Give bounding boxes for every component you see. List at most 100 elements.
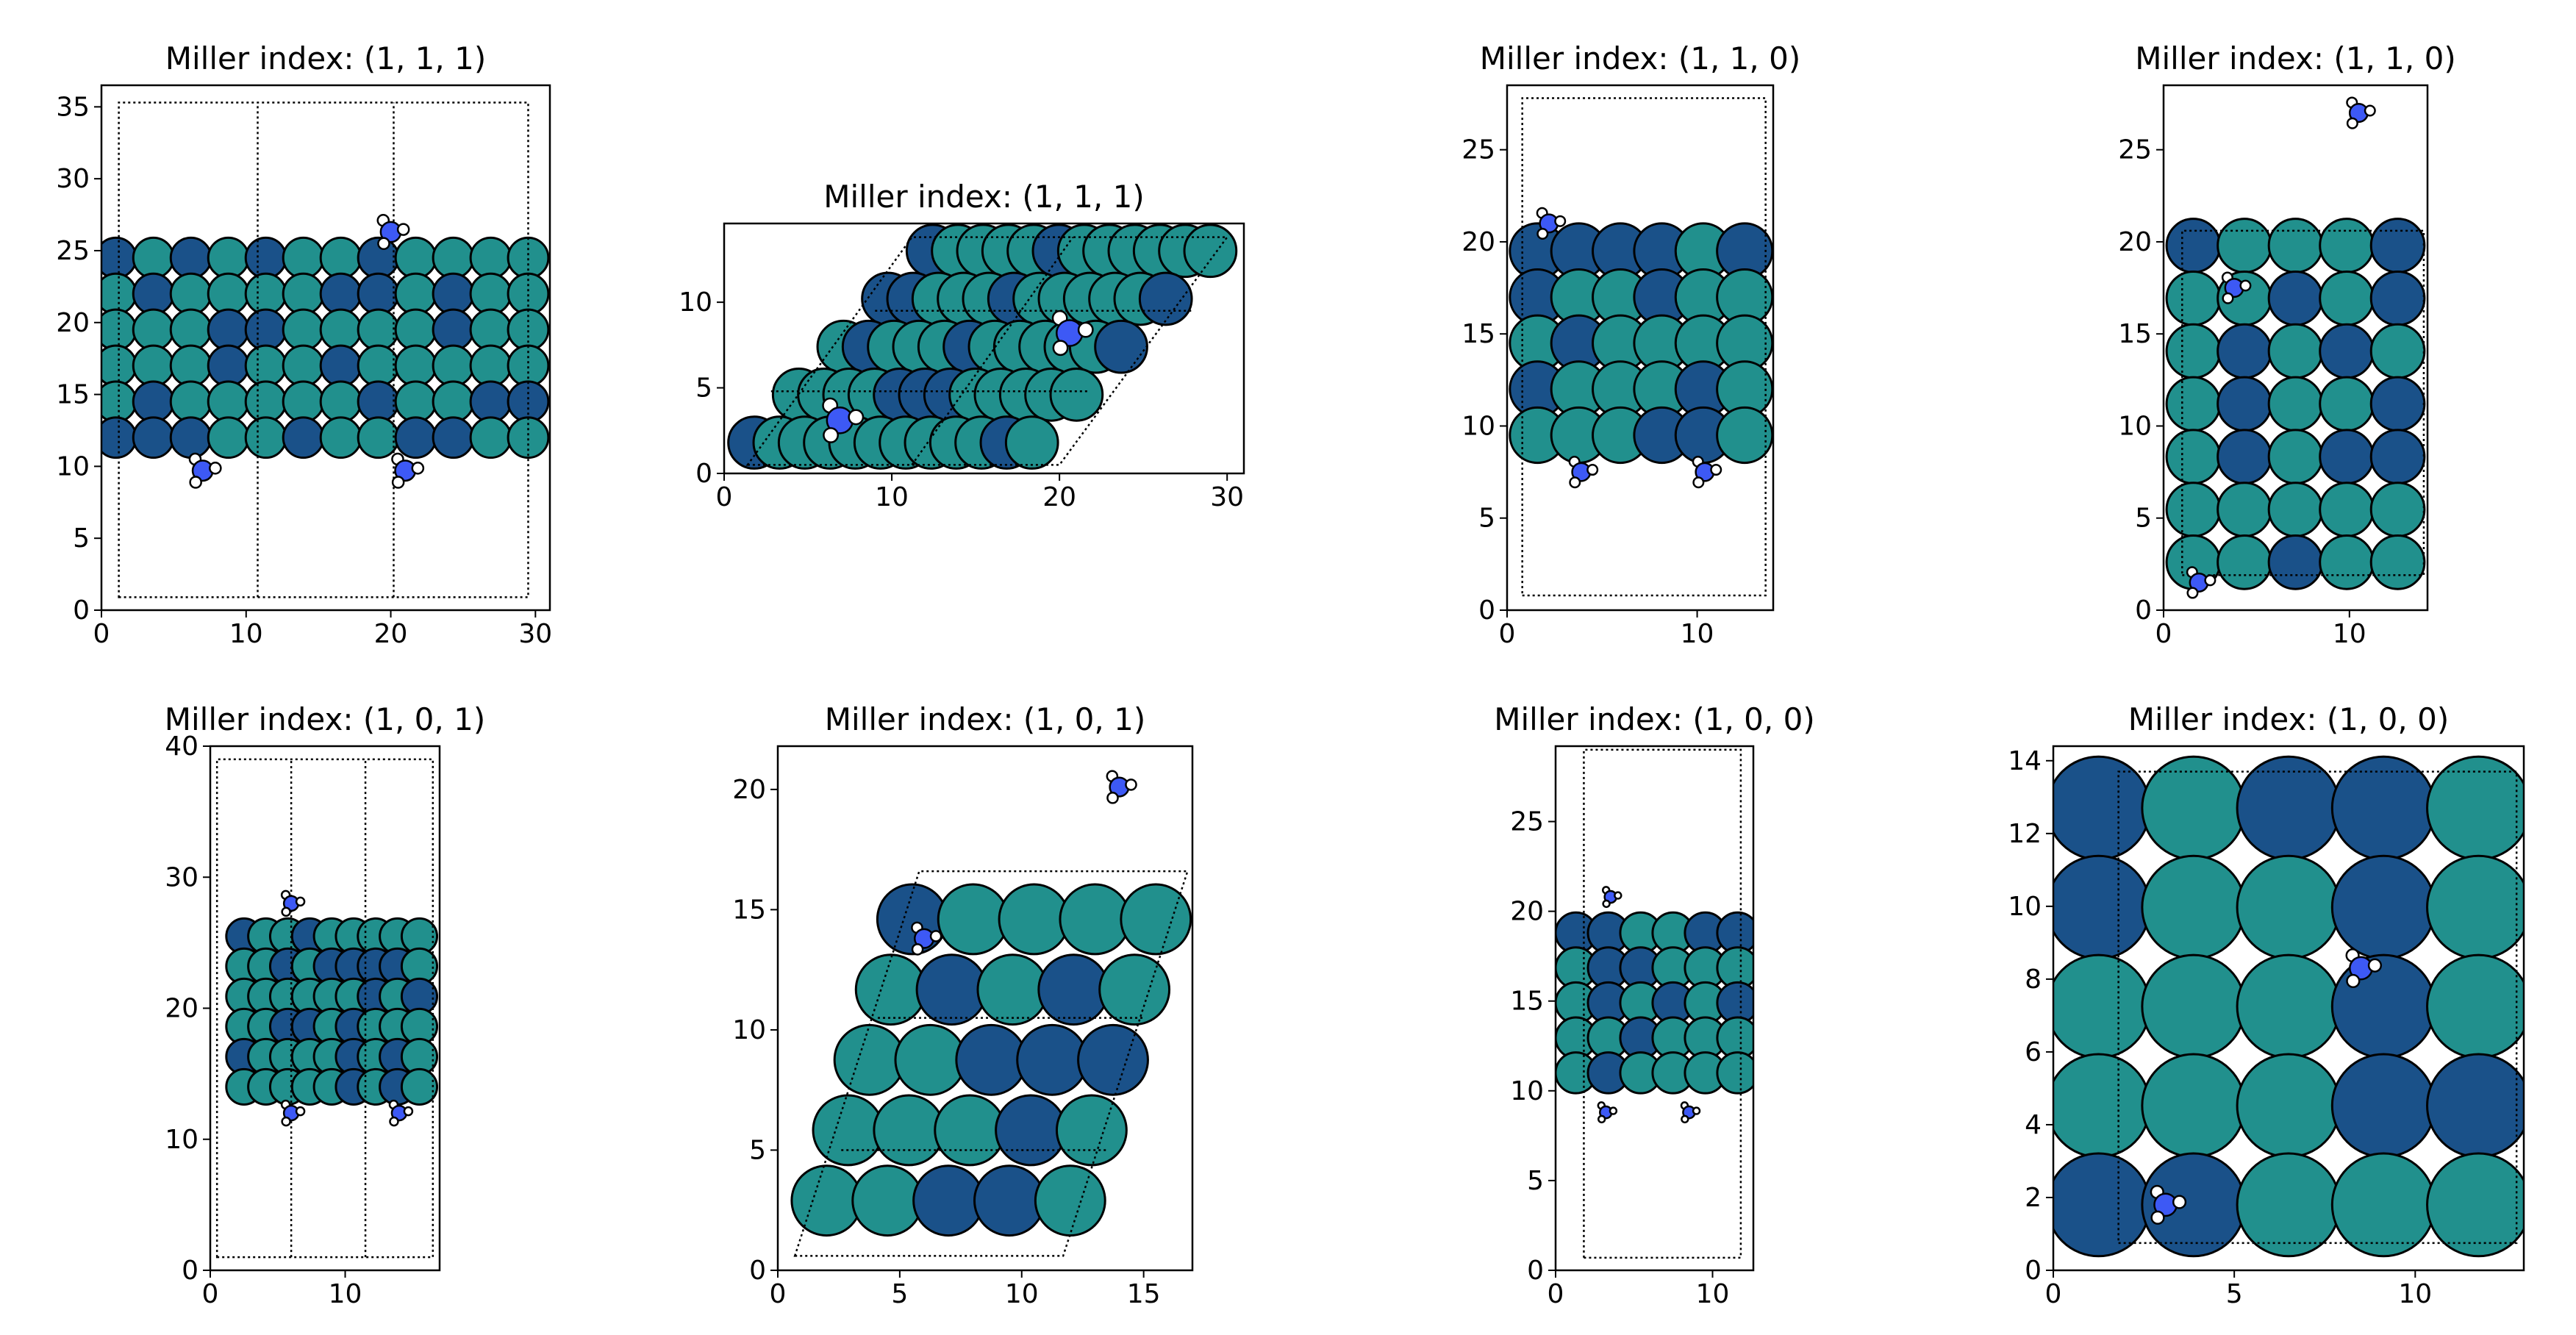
y-tick-label: 5: [73, 523, 90, 554]
nh3-adsorbate: [391, 452, 425, 489]
metal-atom-dark: [2369, 270, 2426, 326]
metal-atom-teal: [1716, 406, 1773, 465]
y-tick-label: 10: [2118, 411, 2152, 441]
unit-cell-outline: [118, 101, 529, 598]
unit-cell-outline: [745, 236, 1229, 466]
metal-atom-teal: [394, 308, 437, 351]
panel-title: Miller index: (1, 1, 1): [165, 40, 486, 76]
metal-atom-teal: [469, 416, 512, 459]
nh3-adsorbate: [280, 1099, 306, 1127]
hydrogen-atom: [189, 476, 202, 489]
metal-atom-teal: [244, 380, 287, 423]
metal-atom-teal: [851, 1164, 924, 1237]
metal-atom-teal: [357, 416, 400, 459]
metal-atom-teal: [2217, 534, 2272, 590]
y-tick-label: 0: [695, 459, 712, 489]
metal-atom-teal: [2426, 1152, 2524, 1258]
nh3-adsorbate: [1106, 770, 1137, 804]
metal-atom-teal: [2217, 482, 2272, 537]
hydrogen-atom: [1125, 779, 1137, 791]
hydrogen-atom: [209, 462, 222, 475]
hydrogen-atom: [411, 462, 425, 475]
y-tick-label: 0: [182, 1256, 198, 1286]
axes-frame: [723, 222, 1245, 475]
metal-atom-teal: [2426, 953, 2524, 1059]
hydrogen-atom: [1052, 340, 1069, 357]
metal-atom-teal: [2267, 323, 2324, 379]
metal-atom-teal: [319, 236, 362, 279]
hydrogen-atom: [1569, 476, 1581, 489]
plot-area: [790, 770, 1192, 1257]
metal-atom-dark: [132, 272, 175, 315]
axes-frame: [1554, 745, 1755, 1272]
hydrogen-atom: [1692, 1106, 1701, 1115]
hydrogen-atom: [1614, 891, 1622, 900]
metal-atom-teal: [854, 953, 927, 1026]
y-tick-label: 5: [749, 1135, 766, 1165]
metal-atom-teal: [1034, 1164, 1106, 1237]
y-tick-label: 15: [1510, 987, 1544, 1017]
metal-atom-dark: [2319, 323, 2375, 379]
nh3-adsorbate: [388, 1099, 414, 1127]
y-tick-label: 10: [2008, 892, 2042, 922]
metal-atom-teal: [282, 380, 325, 423]
y-tick-label: 12: [2008, 819, 2042, 849]
metal-atom-teal: [400, 1067, 439, 1106]
metal-atom-teal: [2141, 953, 2247, 1059]
y-tick-label: 20: [165, 994, 198, 1024]
x-tick-label: 10: [2333, 619, 2366, 649]
metal-atom-teal: [319, 416, 362, 459]
y-tick-label: 2: [2025, 1183, 2042, 1213]
metal-atom-teal: [2165, 270, 2222, 326]
metal-atom-dark: [319, 272, 362, 315]
x-tick-label: 0: [1548, 1279, 1564, 1309]
metal-atom-teal: [2141, 854, 2247, 960]
metal-atom-teal: [319, 308, 362, 351]
metal-atom-teal: [169, 380, 212, 423]
hydrogen-atom: [1586, 464, 1599, 476]
metal-atom-teal: [394, 272, 437, 315]
metal-atom-teal: [432, 236, 475, 279]
metal-atom-teal: [1049, 368, 1104, 422]
hydrogen-atom: [403, 1106, 414, 1117]
metal-atom-dark: [1037, 953, 1110, 1026]
metal-atom-teal: [2369, 534, 2426, 590]
metal-atom-teal: [1055, 1094, 1128, 1167]
axes-frame: [100, 84, 551, 612]
metal-atom-teal: [2267, 429, 2324, 485]
nh3-adsorbate: [188, 452, 222, 489]
metal-atom-teal: [833, 1023, 906, 1096]
metal-atom-teal: [2236, 1053, 2341, 1159]
x-tick-label: 0: [716, 482, 733, 512]
panel-miller-111-a: 0 10 20 30 0 5 10 15 20 25 30 35 Miller index: (1, 1…: [56, 40, 552, 649]
metal-atom-teal: [132, 308, 175, 351]
x-tick-label: 0: [1499, 619, 1516, 649]
y-tick-label: 25: [56, 236, 90, 266]
metal-atom-dark: [357, 380, 400, 423]
x-tick-label: 0: [202, 1279, 219, 1309]
metal-atom-teal: [998, 883, 1070, 956]
y-tick-label: 0: [73, 595, 90, 626]
metal-atom-dark: [2330, 1053, 2436, 1159]
metal-atom-teal: [1183, 223, 1238, 279]
hydrogen-atom: [1692, 476, 1705, 489]
unit-cell-outline: [1521, 97, 1767, 597]
metal-atom-teal: [2236, 854, 2341, 960]
hydrogen-atom: [911, 943, 924, 956]
nh3-adsorbate: [1568, 455, 1599, 489]
hydrogen-atom: [2346, 973, 2361, 989]
metal-atom-teal: [507, 416, 550, 459]
metal-atom-teal: [132, 236, 175, 279]
metal-atom-teal: [2165, 429, 2222, 485]
metal-atom-teal: [432, 344, 475, 387]
hydrogen-atom: [2222, 292, 2234, 304]
x-tick-label: 30: [518, 619, 552, 649]
metal-atom-dark: [2217, 323, 2272, 379]
plot-area: [2165, 96, 2426, 599]
panel-title: Miller index: (1, 0, 0): [2128, 701, 2449, 737]
panel-miller-100-b: 0 5 10 0 2 4 6 8 10 12 14 Miller index: (1, 0, 0): [2008, 701, 2525, 1309]
x-tick-label: 5: [2226, 1279, 2243, 1309]
nh3-adsorbate: [1680, 1101, 1701, 1124]
metal-atom-teal: [282, 308, 325, 351]
metal-atom-teal: [2267, 218, 2324, 273]
